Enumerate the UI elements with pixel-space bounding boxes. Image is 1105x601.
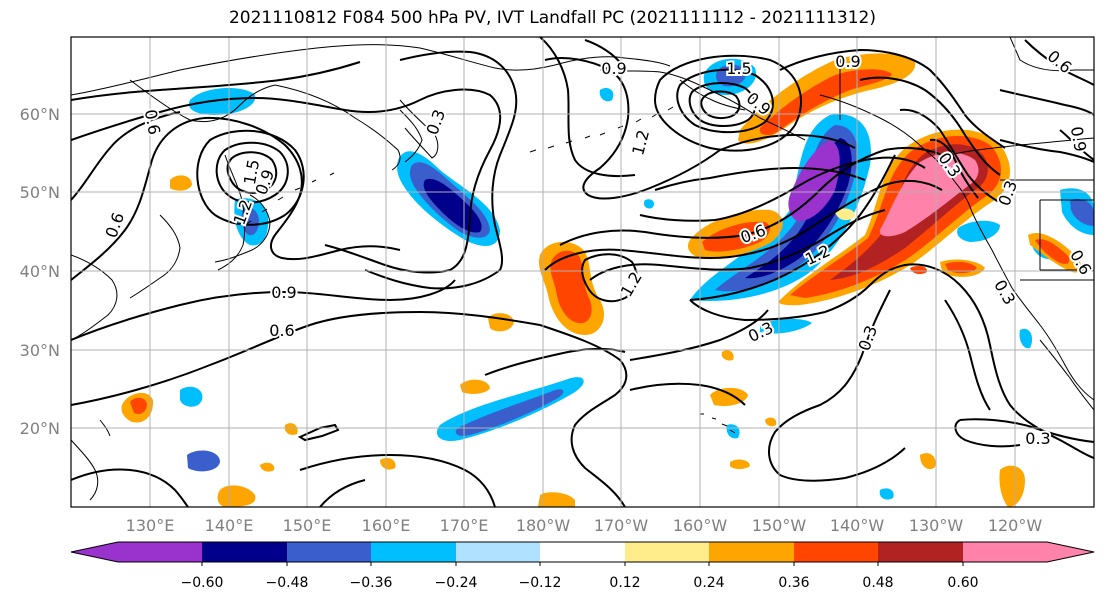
- contour-label: 0.9: [271, 283, 296, 302]
- colorbar-segment: [625, 542, 709, 562]
- contour-label: 1.5: [726, 59, 751, 78]
- coastlines: [71, 37, 1094, 501]
- lon-label: 180°W: [516, 516, 571, 535]
- colorbar-tick-label: −0.48: [266, 575, 309, 591]
- lon-label: 170°E: [440, 516, 489, 535]
- lon-label: 160°E: [362, 516, 411, 535]
- lon-label: 150°W: [752, 516, 807, 535]
- contour-label: 0.6: [269, 321, 294, 340]
- lat-label: 20°N: [20, 419, 60, 438]
- lon-label: 170°W: [594, 516, 649, 535]
- colorbar-segment: [456, 542, 540, 562]
- figure-title: 2021110812 F084 500 hPa PV, IVT Landfall…: [228, 8, 876, 28]
- lon-label: 140°E: [205, 516, 254, 535]
- colorbar-extend-max: [1047, 542, 1094, 562]
- colorbar: [70, 541, 1095, 566]
- colorbar-tick-label: 0.48: [862, 575, 893, 591]
- colorbar-tick-label: 0.60: [947, 575, 978, 591]
- lon-label: 140°W: [830, 516, 885, 535]
- colorbar-segment: [371, 542, 456, 562]
- colorbar-labels: −0.60 −0.48 −0.36 −0.24 −0.12 0.12 0.24 …: [181, 575, 979, 591]
- lat-label: 50°N: [20, 183, 60, 202]
- contour-label: 0.3: [1025, 429, 1050, 448]
- colorbar-segment: [118, 542, 202, 562]
- colorbar-segment: [963, 542, 1047, 562]
- lat-label: 30°N: [20, 341, 60, 360]
- lon-label: 120°W: [988, 516, 1043, 535]
- colorbar-outline: [70, 541, 1095, 563]
- colorbar-segment: [794, 542, 878, 562]
- map-frame: [70, 36, 1095, 508]
- pv-contours: [71, 37, 1094, 507]
- colorbar-tick-label: −0.24: [435, 575, 478, 591]
- lon-label: 150°E: [283, 516, 332, 535]
- colorbar-extend-min: [71, 542, 118, 562]
- gridlines: [71, 37, 1094, 507]
- longitude-labels: 130°E 140°E 150°E 160°E 170°E 180°W 170°…: [126, 516, 1043, 535]
- colorbar-tick-label: −0.36: [350, 575, 393, 591]
- contour-label: 0.9: [601, 59, 626, 78]
- latitude-labels: 60°N 50°N 40°N 30°N 20°N: [20, 105, 60, 438]
- lon-label: 130°E: [126, 516, 175, 535]
- lat-label: 60°N: [20, 105, 60, 124]
- lon-label: 130°W: [909, 516, 964, 535]
- colorbar-segment: [878, 542, 963, 562]
- lon-label: 160°W: [673, 516, 728, 535]
- colorbar-segment: [287, 542, 371, 562]
- colorbar-tick-label: 0.36: [778, 575, 809, 591]
- positive-anomaly-shading: [121, 53, 1082, 507]
- colorbar-tick-label: 0.24: [693, 575, 724, 591]
- contour-label: 0.9: [835, 52, 860, 71]
- colorbar-tick-label: −0.12: [519, 575, 562, 591]
- lat-label: 40°N: [20, 262, 60, 281]
- colorbar-segment: [709, 542, 794, 562]
- colorbar-tick-label: 0.12: [609, 575, 640, 591]
- colorbar-segment: [540, 542, 625, 562]
- colorbar-segment: [202, 542, 287, 562]
- colorbar-tick-label: −0.60: [181, 575, 224, 591]
